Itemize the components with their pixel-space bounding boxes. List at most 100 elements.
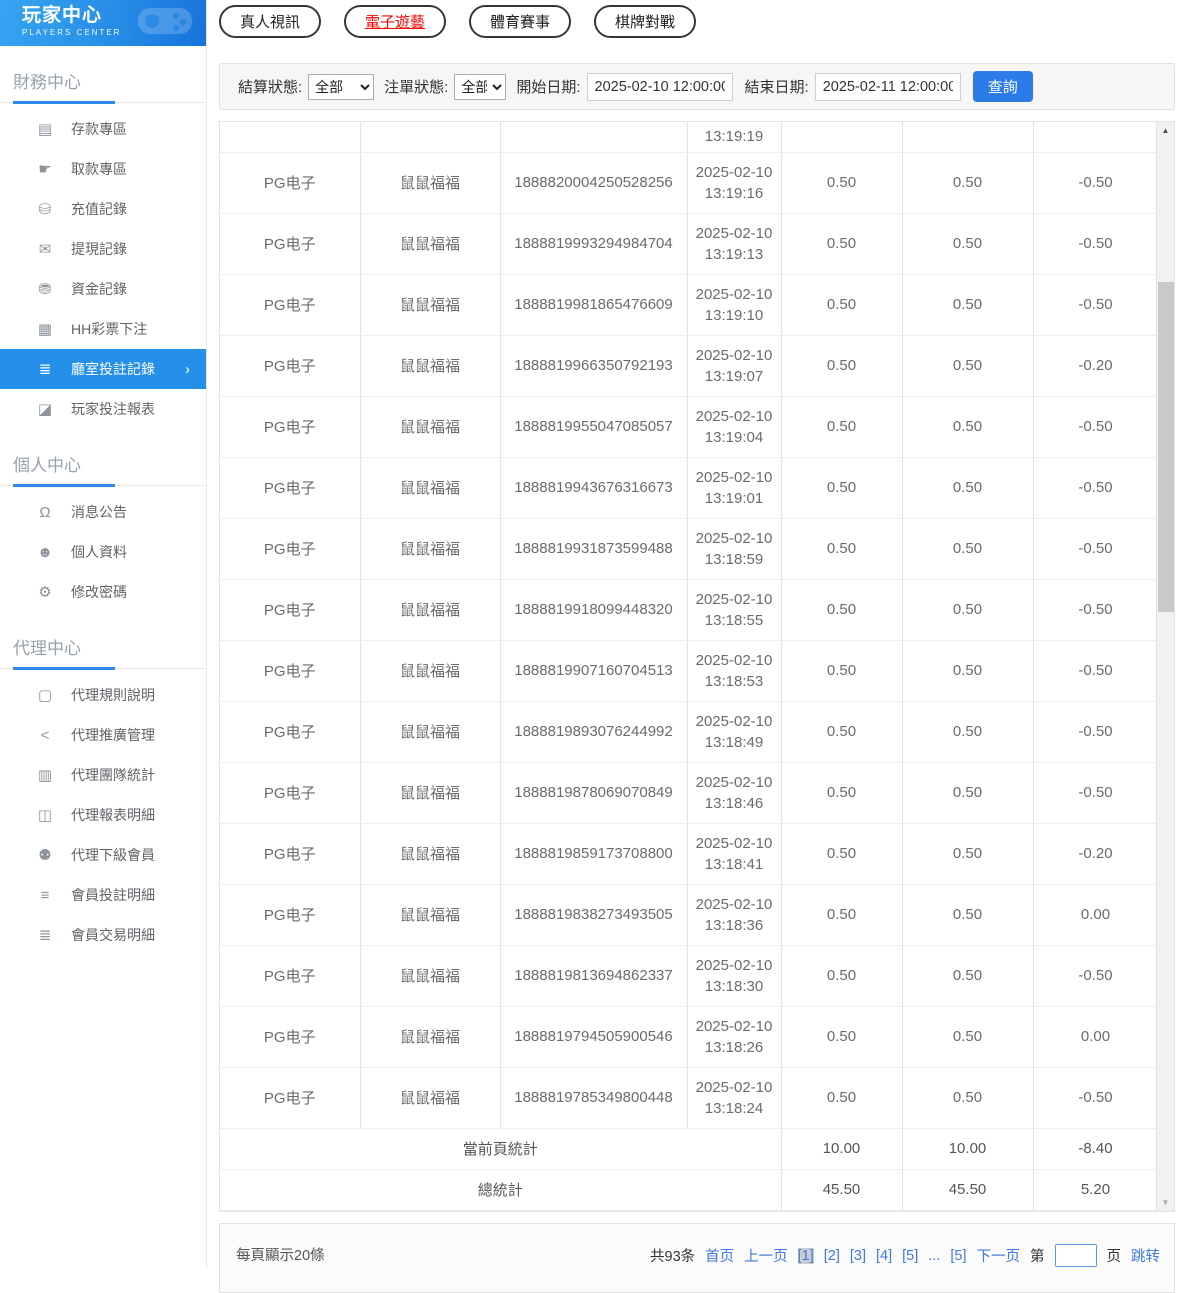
page-summary-label: 當前頁統計 xyxy=(220,1127,782,1170)
first-page-link[interactable]: 首页 xyxy=(705,1249,735,1265)
cell-win-loss: 0.00 xyxy=(1033,1006,1159,1068)
cell-win-loss: -0.50 xyxy=(1033,762,1159,824)
cell-provider: PG电子 xyxy=(220,884,361,946)
cell-player: 鼠鼠福福 xyxy=(360,213,501,275)
sidebar-item-deposit[interactable]: ▤ 存款專區 xyxy=(0,109,206,149)
scroll-down-icon[interactable]: ▼ xyxy=(1161,1198,1170,1207)
sidebar-item-announcements[interactable]: Ω 消息公告 xyxy=(0,492,206,532)
sidebar-item-withdraw[interactable]: ☛ 取款專區 xyxy=(0,149,206,189)
total-summary-valid: 45.50 xyxy=(902,1168,1034,1211)
cell-bet-amount: 0.50 xyxy=(781,945,903,1007)
chevron-right-icon: › xyxy=(185,360,190,378)
table-row: PG电子 鼠鼠福福 1888819918099448320 2025-02-10… xyxy=(220,579,1159,641)
scroll-up-icon[interactable]: ▲ xyxy=(1161,126,1170,135)
cell-datetime: 2025-02-10 13:18:46 xyxy=(687,762,782,824)
page-summary-bet: 10.00 xyxy=(781,1127,903,1170)
withdraw-hand-icon: ☛ xyxy=(38,161,52,178)
page-link-3[interactable]: [3] xyxy=(849,1247,867,1264)
sidebar-item-lottery-bets[interactable]: ▦ HH彩票下注 xyxy=(0,309,206,349)
page-summary-result: -8.40 xyxy=(1033,1127,1159,1170)
sidebar-item-recharge-records[interactable]: ⛁ 充值記錄 xyxy=(0,189,206,229)
cell-bet-amount: 0.50 xyxy=(781,701,903,763)
sidebar-item-member-bet-detail[interactable]: ≡ 會員投註明細 xyxy=(0,875,206,915)
cell-bet-amount: 0.50 xyxy=(781,823,903,885)
sidebar-item-funds-records[interactable]: ⛃ 資金記錄 xyxy=(0,269,206,309)
table-row: PG电子 鼠鼠福福 1888819859173708800 2025-02-10… xyxy=(220,823,1159,885)
sidebar-item-change-password[interactable]: ⚙ 修改密碼 xyxy=(0,572,206,612)
next-page-link[interactable]: 下一页 xyxy=(976,1249,1021,1265)
app-title: 玩家中心 xyxy=(22,5,103,26)
cell-player: 鼠鼠福福 xyxy=(360,823,501,885)
sidebar-item-agent-promotion[interactable]: < 代理推廣管理 xyxy=(0,715,206,755)
settle-status-select[interactable]: 全部 xyxy=(308,73,375,100)
cell-bet-amount: 0.50 xyxy=(781,640,903,702)
page-link-4[interactable]: [4] xyxy=(876,1247,893,1264)
end-date-input[interactable] xyxy=(814,72,961,101)
bell-icon: Ω xyxy=(39,503,51,521)
sidebar-item-label: 會員投註明細 xyxy=(71,887,155,903)
sidebar-item-member-transaction-detail[interactable]: ≣ 會員交易明細 xyxy=(0,915,206,955)
sidebar-item-player-bet-report[interactable]: ◪ 玩家投注報表 xyxy=(0,389,206,429)
query-button[interactable]: 查詢 xyxy=(972,71,1033,102)
table-row: PG电子 鼠鼠福福 1888819931873599488 2025-02-10… xyxy=(220,518,1159,580)
cell-datetime: 2025-02-10 13:18:59 xyxy=(687,518,782,580)
sidebar-item-agent-rules[interactable]: ▢ 代理規則說明 xyxy=(0,675,206,715)
cell-valid-bet: 0.50 xyxy=(902,274,1034,336)
cell-provider: PG电子 xyxy=(220,701,361,763)
cell-order-no: 1888819943676316673 xyxy=(500,457,688,519)
bet-records-table-panel: 13:19:19 PG电子 鼠鼠福福 1888820004250528256 2… xyxy=(219,121,1175,1212)
cell-player: 鼠鼠福福 xyxy=(360,1006,501,1068)
page-link-5[interactable]: [5] xyxy=(902,1247,919,1264)
cell-player: 鼠鼠福福 xyxy=(360,335,501,397)
table-row: PG电子 鼠鼠福福 1888819878069070849 2025-02-10… xyxy=(220,762,1159,824)
cell-order-no: 1888819907160704513 xyxy=(500,640,688,702)
settle-status-label: 結算狀態: xyxy=(238,79,303,96)
table-scrollbar[interactable]: ▲ ▼ xyxy=(1156,122,1174,1211)
cell-order-no: 1888819931873599488 xyxy=(500,518,688,580)
document-icon: ▢ xyxy=(37,687,53,704)
cell-provider: PG电子 xyxy=(220,823,361,885)
tab-live-casino[interactable]: 真人視訊 xyxy=(219,5,322,38)
sidebar-item-agent-team-stats[interactable]: ▥ 代理團隊統計 xyxy=(0,755,206,795)
cell-datetime: 2025-02-10 13:18:53 xyxy=(687,640,782,702)
page-link-1[interactable]: [1] xyxy=(797,1247,814,1264)
tab-board-games[interactable]: 棋牌對戰 xyxy=(594,5,697,38)
sidebar-item-profile[interactable]: ☻ 個人資料 xyxy=(0,532,206,572)
last-page-link[interactable]: [5] xyxy=(950,1247,967,1264)
scrollbar-thumb[interactable] xyxy=(1158,282,1174,612)
order-status-select[interactable]: 全部 xyxy=(454,73,507,100)
table-row: PG电子 鼠鼠福福 1888820004250528256 2025-02-10… xyxy=(220,152,1159,214)
cell-bet-amount: 0.50 xyxy=(781,213,903,275)
cell-provider: PG电子 xyxy=(220,640,361,702)
prev-page-link[interactable]: 上一页 xyxy=(744,1249,788,1265)
jump-page-input[interactable] xyxy=(1054,1244,1097,1267)
pagination-bar: 每頁顯示20條 共93条 首页 上一页 [1] [2] [3] [4] [5] … xyxy=(219,1223,1175,1293)
cell-bet-amount: 0.50 xyxy=(781,762,903,824)
sidebar-item-label: 提現記錄 xyxy=(71,241,127,257)
report-detail-icon: ◫ xyxy=(37,807,53,824)
bet-list-icon: ≣ xyxy=(38,361,52,378)
cell-win-loss: -0.50 xyxy=(1033,152,1159,214)
cell-datetime: 2025-02-10 13:18:36 xyxy=(687,884,782,946)
tab-sports[interactable]: 體育賽事 xyxy=(469,5,572,38)
page-link-2[interactable]: [2] xyxy=(823,1247,840,1264)
sidebar-item-agent-report-detail[interactable]: ◫ 代理報表明細 xyxy=(0,795,206,835)
sidebar-item-agent-members[interactable]: ⚉ 代理下級會員 xyxy=(0,835,206,875)
tab-electronic-games[interactable]: 電子遊藝 xyxy=(344,5,447,38)
jump-suffix-label: 页 xyxy=(1106,1249,1122,1265)
table-row: PG电子 鼠鼠福福 1888819993294984704 2025-02-10… xyxy=(220,213,1159,275)
sidebar-item-cashout-records[interactable]: ✉ 提現記錄 xyxy=(0,229,206,269)
section-title-personal: 個人中心 xyxy=(13,456,81,475)
cell-provider: PG电子 xyxy=(220,762,361,824)
cell-provider: PG电子 xyxy=(220,945,361,1007)
cell-datetime: 2025-02-10 13:18:26 xyxy=(687,1006,782,1068)
cell-win-loss: -0.50 xyxy=(1033,701,1159,763)
cell-bet-amount: 0.50 xyxy=(781,1067,903,1129)
start-date-input[interactable] xyxy=(586,72,733,101)
cell-provider: PG电子 xyxy=(220,518,361,580)
deposit-card-icon: ▤ xyxy=(37,121,53,138)
cell-order-no: 1888819859173708800 xyxy=(500,823,688,885)
jump-button[interactable]: 跳转 xyxy=(1131,1249,1160,1265)
sidebar-item-hall-bet-records[interactable]: ≣ 廳室投註記錄 › xyxy=(0,349,206,389)
start-date-label: 開始日期: xyxy=(516,79,581,96)
